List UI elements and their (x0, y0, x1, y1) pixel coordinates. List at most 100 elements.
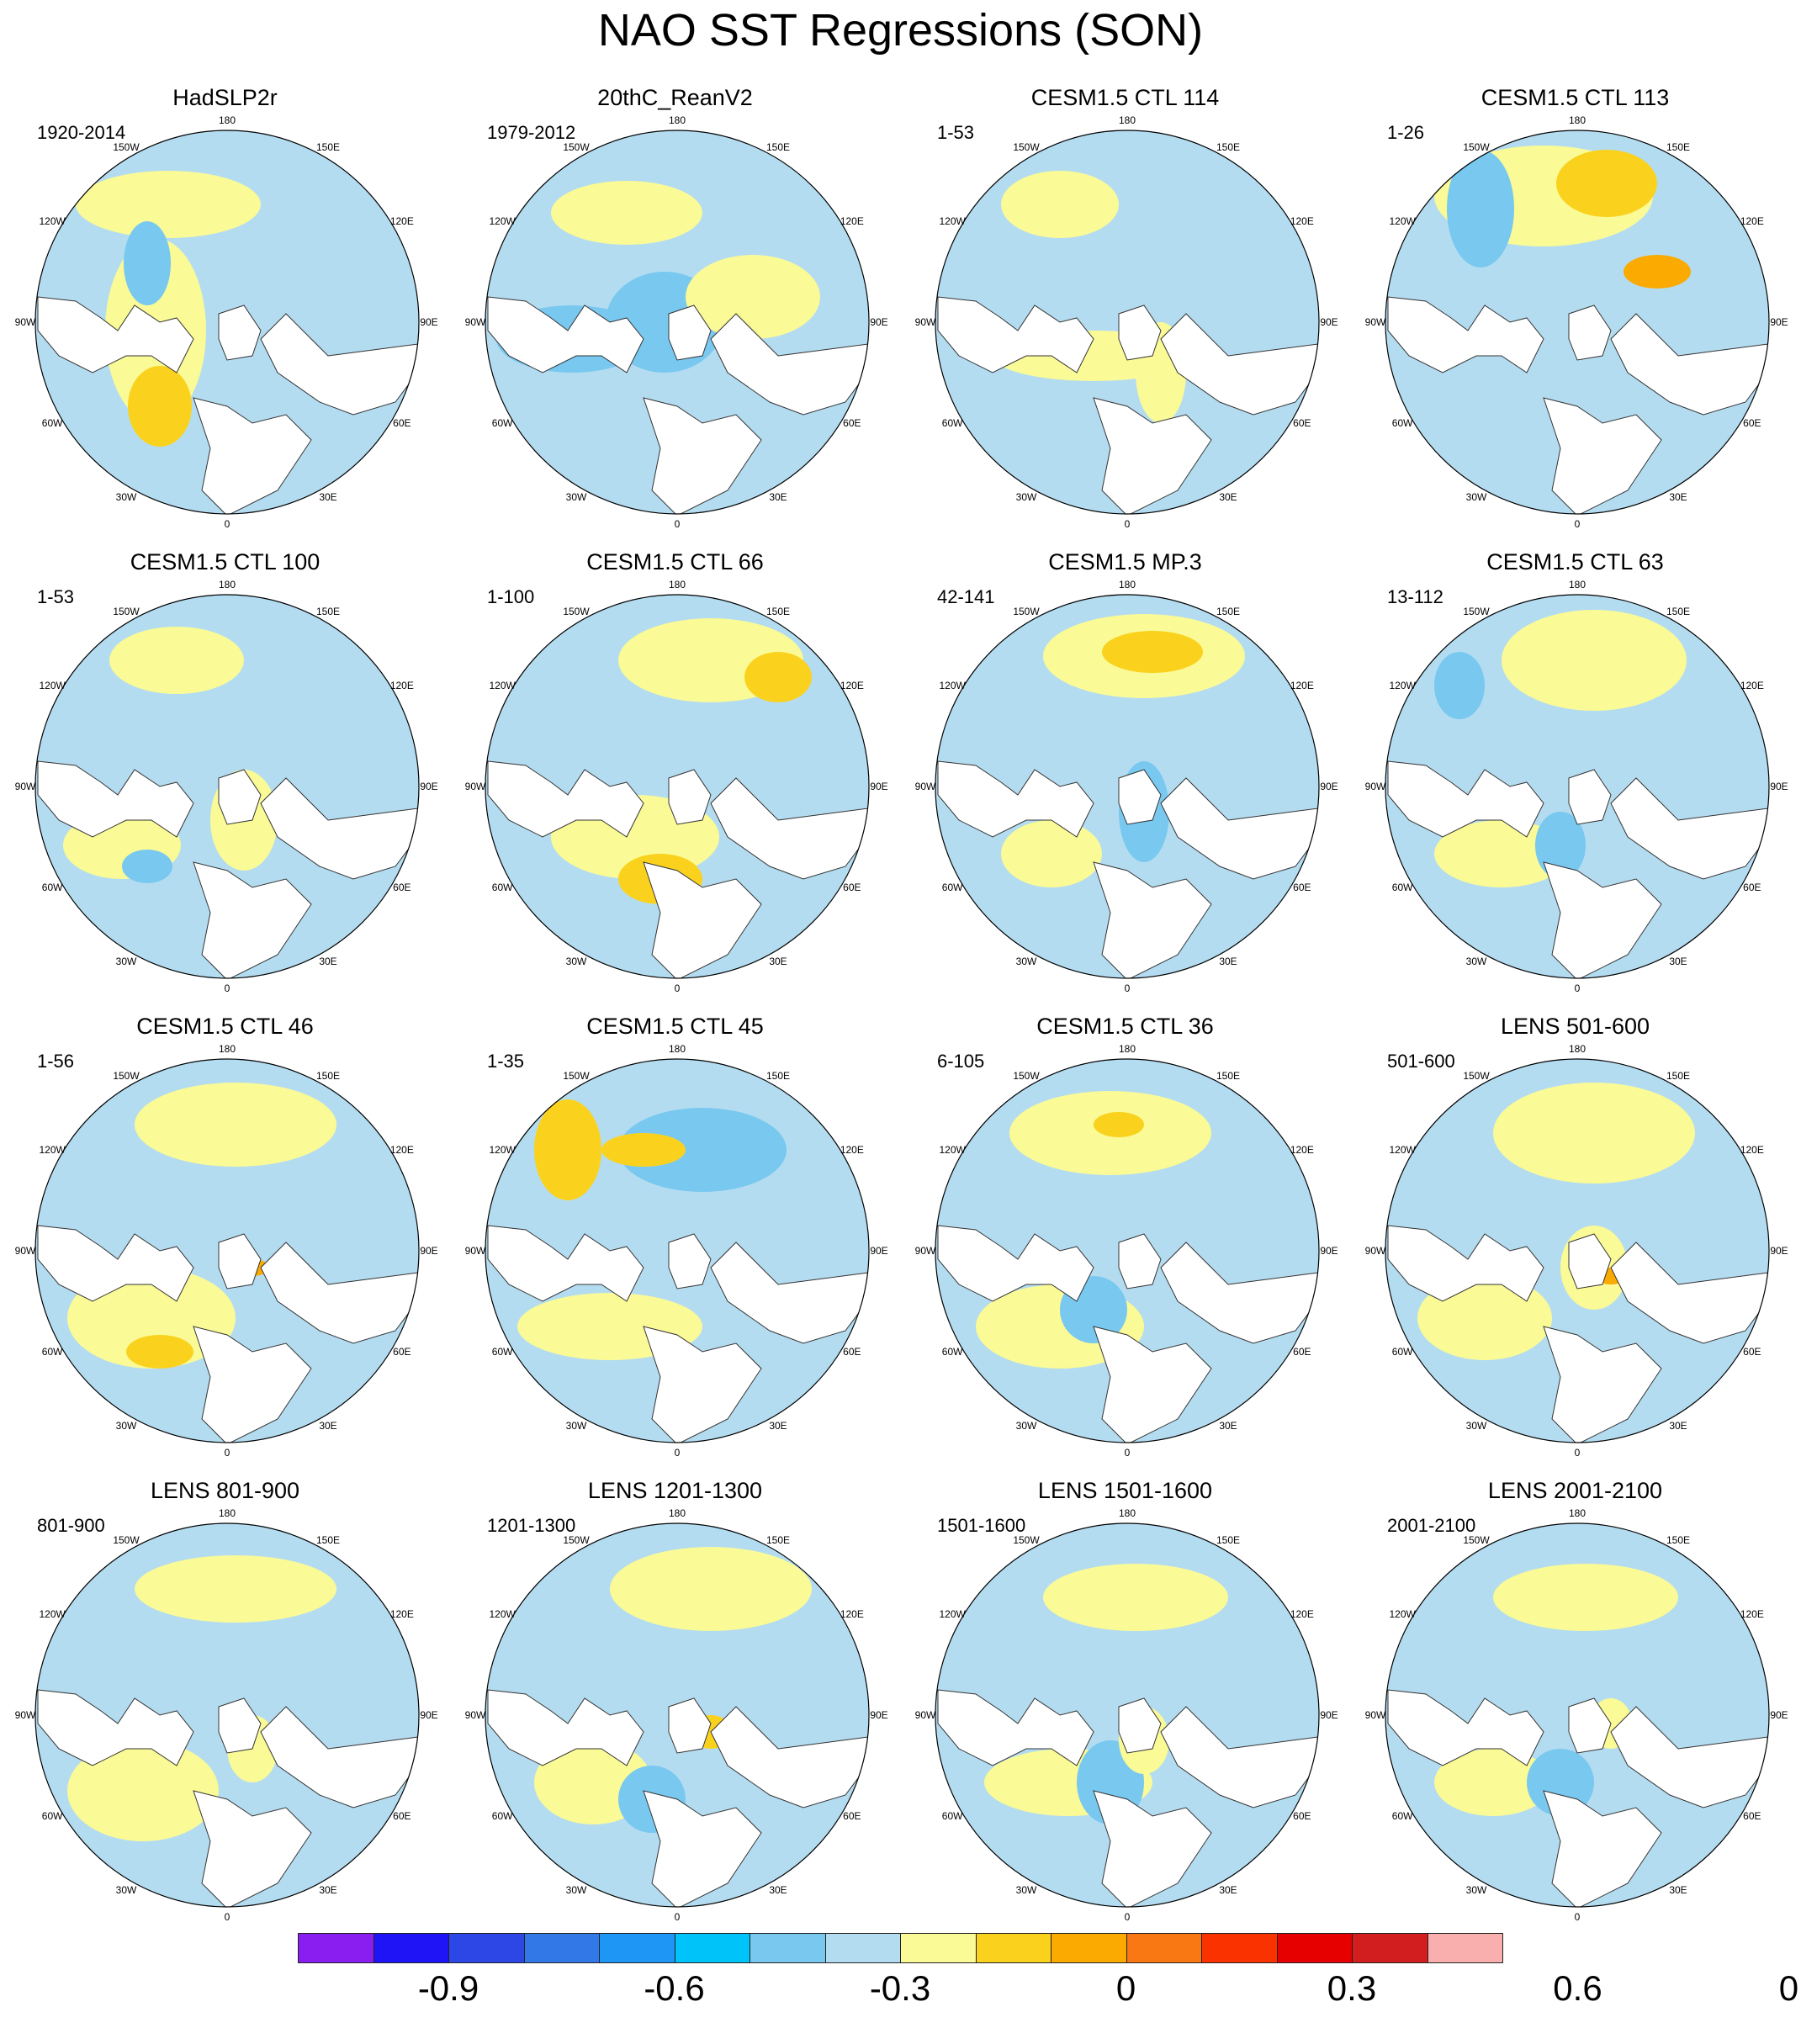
longitude-label: 180 (1569, 114, 1586, 126)
longitude-label: 0 (1125, 982, 1131, 994)
longitude-label: 0 (1575, 1911, 1581, 1923)
anomaly-region (551, 181, 702, 245)
longitude-label: 60E (393, 1346, 411, 1358)
longitude-label: 0 (225, 518, 230, 530)
longitude-label: 90E (420, 316, 437, 328)
map-panel: 180 150E 120E 90E 60E 30E 0 30W 60W 90W 120W 150W CE… (0, 548, 450, 1013)
land-mask (487, 296, 644, 373)
land-mask (1610, 313, 1769, 416)
colorbar-swatch (1352, 1933, 1428, 1963)
map-boundary (1385, 130, 1770, 515)
longitude-label: 180 (669, 114, 686, 126)
longitude-label: 90W (15, 781, 36, 792)
longitude-label: 0 (675, 518, 681, 530)
anomaly-region (128, 366, 192, 447)
colorbar-swatch (1201, 1933, 1278, 1963)
longitude-label: 180 (219, 1043, 236, 1055)
anomaly-region (67, 1740, 219, 1841)
longitude-label: 30W (1466, 1884, 1487, 1896)
longitude-label: 90W (15, 1245, 36, 1257)
longitude-label: 150E (1666, 1534, 1690, 1546)
anomaly-region (1447, 150, 1514, 267)
land-mask (1093, 1326, 1212, 1443)
land-mask (1568, 1697, 1612, 1754)
longitude-label: 120E (1290, 1608, 1314, 1620)
longitude-label: 60E (393, 417, 411, 429)
longitude-label: 120E (840, 215, 864, 227)
longitude-label: 60E (1293, 417, 1311, 429)
map-panel: 180 150E 120E 90E 60E 30E 0 30W 60W 90W 120W 150W CE… (900, 84, 1350, 548)
longitude-label: 60W (492, 417, 513, 429)
longitude-label: 150E (1216, 141, 1240, 153)
longitude-label: 60W (492, 1346, 513, 1358)
anomaly-region (1001, 171, 1119, 238)
longitude-label: 90W (465, 1245, 486, 1257)
colorbar-swatch (1276, 1933, 1353, 1963)
land-mask (1387, 760, 1544, 838)
anomaly-region (618, 1108, 787, 1192)
longitude-label: 120E (1290, 680, 1314, 691)
map-panel: 180 150E 120E 90E 60E 30E 0 30W 60W 90W 120W 150W CE… (900, 548, 1350, 1013)
polar-map: 180 150E 120E 90E 60E 30E 0 30W 60W 90W 120W 150W (915, 1043, 1338, 1459)
map-panel: 180 150E 120E 90E 60E 30E 0 30W 60W 90W 120W 150W CE… (450, 1013, 900, 1477)
longitude-label: 90E (420, 1245, 437, 1257)
land-mask (1568, 769, 1612, 825)
longitude-label: 120E (1740, 680, 1764, 691)
colorbar-tick-label: 0.9 (1778, 1968, 1801, 2008)
longitude-label: 120E (840, 680, 864, 691)
longitude-label: 90W (465, 1709, 486, 1721)
longitude-label: 30E (319, 491, 336, 503)
longitude-label: 60W (942, 1810, 963, 1822)
map-panel: 180 150E 120E 90E 60E 30E 0 30W 60W 90W 120W 150W LE… (1350, 1013, 1800, 1477)
colorbar-swatch (1051, 1933, 1127, 1963)
longitude-label: 30W (566, 956, 587, 967)
longitude-label: 120W (939, 1608, 966, 1620)
land-mask (643, 861, 762, 978)
longitude-label: 30E (1219, 1420, 1237, 1432)
land-mask (643, 1326, 762, 1443)
longitude-label: 150W (1463, 1070, 1490, 1082)
colorbar (298, 1933, 1503, 1965)
land-mask (260, 777, 419, 880)
longitude-label: 90W (1365, 1245, 1386, 1257)
panel-years: 1979-2012 (487, 122, 576, 143)
map-panel: 180 150E 120E 90E 60E 30E 0 30W 60W 90W 120W 150W Ha… (0, 84, 450, 548)
anomaly-region (126, 1335, 193, 1369)
longitude-label: 180 (1119, 114, 1136, 126)
longitude-label: 60E (843, 417, 861, 429)
longitude-label: 60E (1293, 882, 1311, 893)
map-boundary (935, 594, 1320, 979)
longitude-label: 150W (113, 1534, 140, 1546)
longitude-label: 120W (939, 1144, 966, 1156)
panel-title: LENS 801-900 (150, 1478, 300, 1503)
longitude-label: 150W (1013, 1070, 1040, 1082)
longitude-label: 60E (1293, 1346, 1311, 1358)
panel-title: CESM1.5 CTL 66 (586, 549, 764, 575)
panel-years: 1-53 (37, 586, 75, 607)
longitude-label: 180 (669, 579, 686, 590)
colorbar-swatch (824, 1933, 901, 1963)
panel-title: LENS 501-600 (1500, 1014, 1650, 1039)
map-panel: 180 150E 120E 90E 60E 30E 0 30W 60W 90W 120W 150W CE… (450, 548, 900, 1013)
longitude-label: 180 (219, 1507, 236, 1519)
land-mask (487, 760, 644, 838)
longitude-label: 120E (1740, 1608, 1764, 1620)
anomaly-region (1556, 150, 1657, 217)
longitude-label: 90W (915, 1709, 936, 1721)
panel-years: 6-105 (937, 1051, 985, 1072)
longitude-label: 0 (225, 982, 230, 994)
longitude-label: 30E (319, 956, 336, 967)
longitude-label: 150E (316, 606, 340, 617)
longitude-label: 0 (225, 1911, 230, 1923)
longitude-label: 30W (566, 1884, 587, 1896)
longitude-label: 150W (563, 606, 590, 617)
longitude-label: 90E (420, 781, 437, 792)
longitude-label: 30W (116, 956, 137, 967)
colorbar-swatch (373, 1933, 449, 1963)
panel-years: 13-112 (1387, 586, 1443, 607)
longitude-label: 180 (669, 1043, 686, 1055)
colorbar-swatch (1427, 1933, 1503, 1963)
land-mask (937, 760, 1094, 838)
land-mask (937, 1225, 1094, 1302)
longitude-label: 120E (840, 1144, 864, 1156)
